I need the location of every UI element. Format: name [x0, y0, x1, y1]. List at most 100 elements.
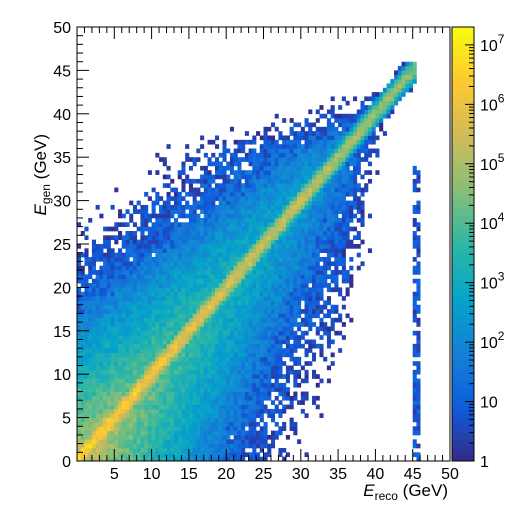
histogram-bin: [219, 248, 223, 253]
histogram-bin: [125, 339, 129, 344]
histogram-bin: [125, 309, 129, 314]
histogram-bin: [331, 114, 335, 119]
histogram-bin: [200, 292, 204, 297]
histogram-bin: [327, 326, 331, 331]
palette-band: [452, 302, 474, 310]
histogram-bin: [241, 431, 245, 436]
histogram-bin: [111, 422, 115, 427]
histogram-bin: [204, 279, 208, 284]
histogram-bin: [137, 274, 141, 279]
histogram-bin: [293, 383, 297, 388]
histogram-bin: [413, 300, 417, 305]
histogram-bin: [237, 396, 241, 401]
histogram-bin: [252, 353, 256, 358]
histogram-bin: [181, 431, 185, 436]
histogram-bin: [372, 109, 376, 114]
histogram-bin: [111, 283, 115, 288]
histogram-bin: [237, 348, 241, 353]
histogram-bin: [316, 270, 320, 275]
histogram-bin: [155, 270, 159, 275]
histogram-bin: [383, 109, 387, 114]
histogram-bin: [413, 400, 417, 405]
histogram-bin: [319, 105, 323, 110]
histogram-bin: [260, 409, 264, 414]
histogram-bin: [99, 292, 103, 297]
histogram-bin: [338, 313, 342, 318]
histogram-bin: [99, 392, 103, 397]
histogram-bin: [226, 183, 230, 188]
histogram-bin: [264, 370, 268, 375]
histogram-bin: [271, 292, 275, 297]
histogram-bin: [230, 279, 234, 284]
histogram-bin: [264, 331, 268, 336]
histogram-bin: [360, 201, 364, 206]
histogram-bin: [398, 88, 402, 93]
histogram-bin: [267, 287, 271, 292]
histogram-bin: [196, 240, 200, 245]
histogram-bin: [290, 287, 294, 292]
histogram-bin: [334, 309, 338, 314]
histogram-bin: [264, 270, 268, 275]
histogram-bin: [196, 218, 200, 223]
histogram-bin: [383, 88, 387, 93]
histogram-bin: [275, 357, 279, 362]
histogram-bin: [416, 405, 420, 410]
histogram-bin: [323, 261, 327, 266]
histogram-bin: [275, 309, 279, 314]
histogram-bin: [297, 279, 301, 284]
histogram-bin: [155, 305, 159, 310]
histogram-bin: [331, 248, 335, 253]
histogram-bin: [237, 209, 241, 214]
histogram-bin: [129, 270, 133, 275]
histogram-bin: [88, 309, 92, 314]
histogram-bin: [155, 279, 159, 284]
histogram-bin: [413, 179, 417, 184]
histogram-bin: [222, 157, 226, 162]
histogram-bin: [133, 435, 137, 440]
histogram-bin: [416, 227, 420, 232]
histogram-bin: [271, 313, 275, 318]
histogram-bin: [193, 339, 197, 344]
histogram-bin: [81, 400, 85, 405]
histogram-bin: [125, 222, 129, 227]
histogram-bin: [222, 331, 226, 336]
histogram-bin: [290, 140, 294, 145]
histogram-bin: [122, 409, 126, 414]
histogram-bin: [234, 374, 238, 379]
histogram-bin: [181, 374, 185, 379]
histogram-bin: [204, 435, 208, 440]
histogram-bin: [331, 105, 335, 110]
histogram-bin: [208, 183, 212, 188]
histogram-bin: [196, 179, 200, 184]
histogram-bin: [200, 240, 204, 245]
histogram-bin: [275, 222, 279, 227]
histogram-bin: [196, 222, 200, 227]
histogram-bin: [237, 201, 241, 206]
histogram-bin: [331, 326, 335, 331]
histogram-bin: [405, 83, 409, 88]
histogram-bin: [215, 235, 219, 240]
histogram-bin: [219, 439, 223, 444]
histogram-bin: [278, 279, 282, 284]
histogram-bin: [96, 366, 100, 371]
histogram-bin: [200, 361, 204, 366]
palette-band: [452, 309, 474, 317]
histogram-bin: [185, 205, 189, 210]
histogram-bin: [275, 153, 279, 158]
histogram-bin: [398, 75, 402, 80]
histogram-bin: [96, 326, 100, 331]
histogram-bin: [245, 318, 249, 323]
histogram-bin: [241, 422, 245, 427]
histogram-bin: [286, 274, 290, 279]
histogram-bin: [204, 218, 208, 223]
histogram-bin: [140, 396, 144, 401]
histogram-bin: [286, 209, 290, 214]
histogram-bin: [111, 339, 115, 344]
histogram-bin: [252, 136, 256, 141]
histogram-bin: [181, 261, 185, 266]
histogram-bin: [338, 179, 342, 184]
histogram-bin: [111, 392, 115, 397]
histogram-bin: [260, 196, 264, 201]
histogram-bin: [148, 261, 152, 266]
histogram-bin: [275, 274, 279, 279]
